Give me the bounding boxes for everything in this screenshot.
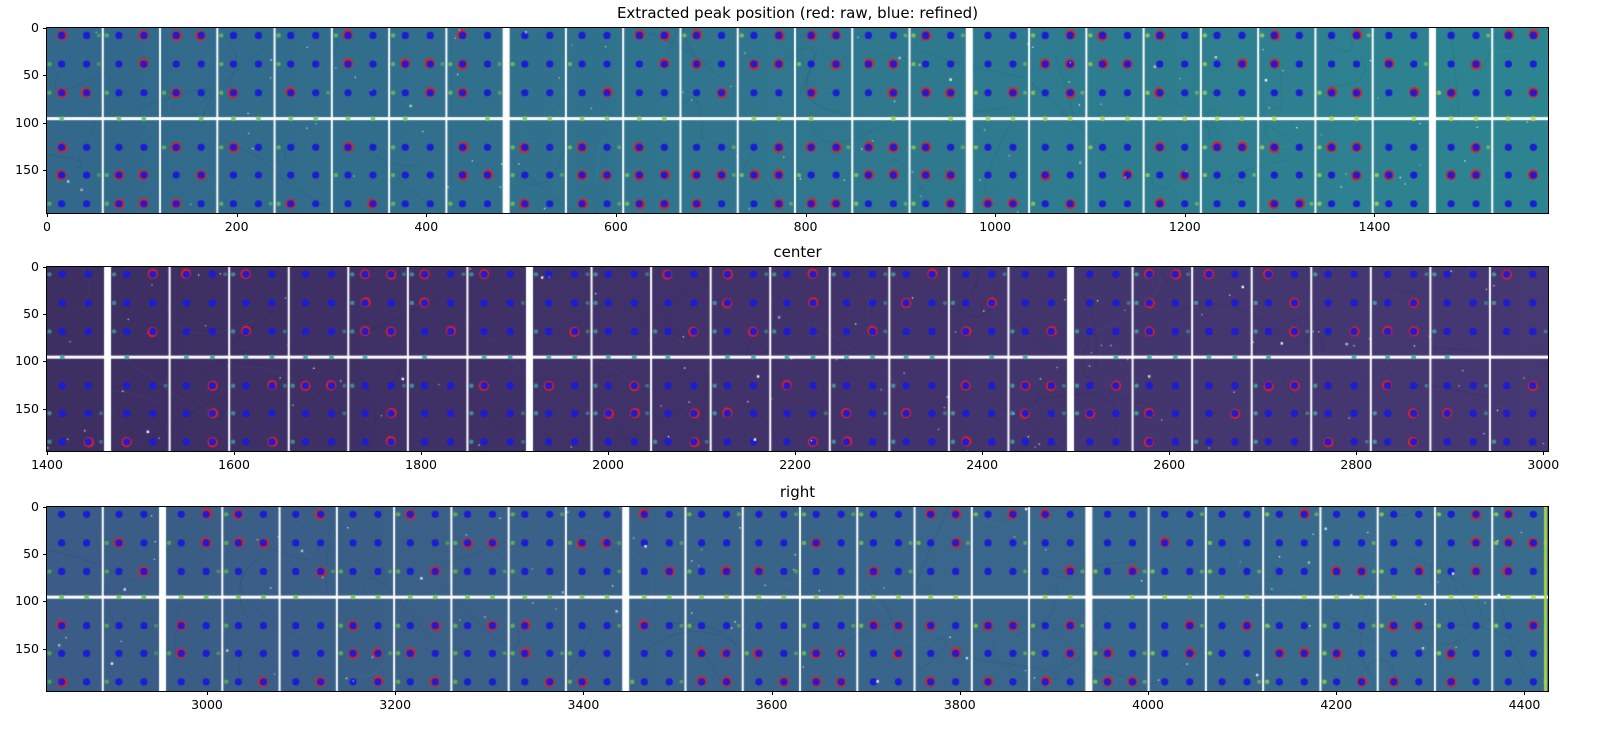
y-tick-mark [43,601,47,603]
panel-title-top: Extracted peak position (red: raw, blue:… [616,4,979,22]
x-tick-mark [206,691,208,695]
x-tick-label: 4200 [1320,697,1353,712]
x-tick-mark [982,451,984,455]
y-tick-label: 50 [23,546,39,562]
x-tick-label: 1800 [405,457,437,472]
y-tick-mark [43,408,47,410]
y-tick-mark [43,361,47,363]
x-tick-mark [805,213,807,217]
x-tick-label: 2600 [1153,457,1186,472]
x-tick-mark [236,213,238,217]
x-tick-mark [1336,691,1338,695]
y-tick-label: 0 [31,259,39,274]
y-tick-label: 150 [15,640,39,656]
x-tick-label: 1600 [218,457,250,472]
plot-area-right: 3000 3200 3400 3600 3800 4000 4200 4400 0 50 100 15… [15,500,1549,712]
detector-image-canvas-right [47,507,1548,691]
detector-image-canvas-top [47,28,1548,213]
y-tick-label: 150 [15,162,39,178]
x-tick-label: 3000 [191,697,223,712]
x-tick-label: 3200 [379,697,412,712]
x-tick-mark [234,451,236,455]
x-tick-mark [995,213,997,217]
plot-area-center: 1400 1600 1800 2000 2200 2400 2600 2800 3000 0 50 1… [15,260,1559,472]
x-tick-label: 3000 [1527,457,1560,472]
x-tick-label: 1000 [979,219,1012,234]
x-tick-mark [47,213,48,217]
x-tick-label: 800 [793,219,818,234]
x-tick-label: 1400 [31,457,63,472]
x-tick-label: 1200 [1168,219,1201,234]
x-tick-label: 3800 [943,697,976,712]
x-tick-mark [608,451,610,455]
x-tick-mark [1169,451,1171,455]
x-tick-mark [426,213,428,217]
y-tick-mark [43,122,47,124]
y-tick-mark [43,554,47,556]
x-tick-mark [583,691,585,695]
x-tick-mark [1543,451,1545,455]
y-tick-mark [43,314,47,316]
x-tick-label: 1400 [1358,219,1391,234]
y-tick-mark [43,170,47,172]
y-tick-label: 100 [15,593,39,609]
y-tick-label: 50 [23,306,39,322]
x-tick-mark [1184,213,1186,217]
x-tick-label: 2800 [1340,457,1373,472]
y-tick-label: 100 [15,353,39,369]
x-tick-label: 4000 [1132,697,1164,712]
x-tick-mark [771,691,773,695]
y-tick-label: 0 [31,20,39,35]
y-tick-mark [43,507,47,508]
panel-title-center: center [773,243,822,261]
x-tick-label: 2000 [592,457,625,472]
panel-title-right: right [779,483,816,501]
x-tick-label: 2400 [966,457,999,472]
y-tick-mark [43,267,47,268]
x-tick-mark [1374,213,1376,217]
x-tick-mark [395,691,397,695]
y-tick-mark [43,28,47,29]
x-tick-mark [795,451,797,455]
x-tick-mark [421,451,423,455]
y-tick-label: 0 [31,499,39,514]
x-tick-mark [1524,691,1526,695]
x-tick-label: 2200 [779,457,812,472]
y-tick-label: 50 [23,67,39,83]
x-tick-mark [1356,451,1358,455]
plot-area-top: 0 200 400 600 800 1000 1200 1400 0 50 100 150 [15,21,1549,234]
y-tick-mark [43,648,47,650]
x-tick-label: 3400 [567,697,600,712]
x-tick-label: 0 [43,219,51,234]
y-tick-mark [43,75,47,77]
x-tick-mark [615,213,617,217]
x-tick-label: 3600 [755,697,788,712]
x-tick-mark [959,691,961,695]
x-tick-mark [1148,691,1150,695]
y-tick-label: 100 [15,114,39,130]
x-tick-label: 4400 [1508,697,1541,712]
x-tick-label: 200 [224,219,249,234]
x-tick-mark [47,451,48,455]
x-tick-label: 400 [414,219,439,234]
detector-image-canvas-center [47,267,1548,451]
x-tick-label: 600 [603,219,628,234]
y-tick-label: 150 [15,400,39,416]
